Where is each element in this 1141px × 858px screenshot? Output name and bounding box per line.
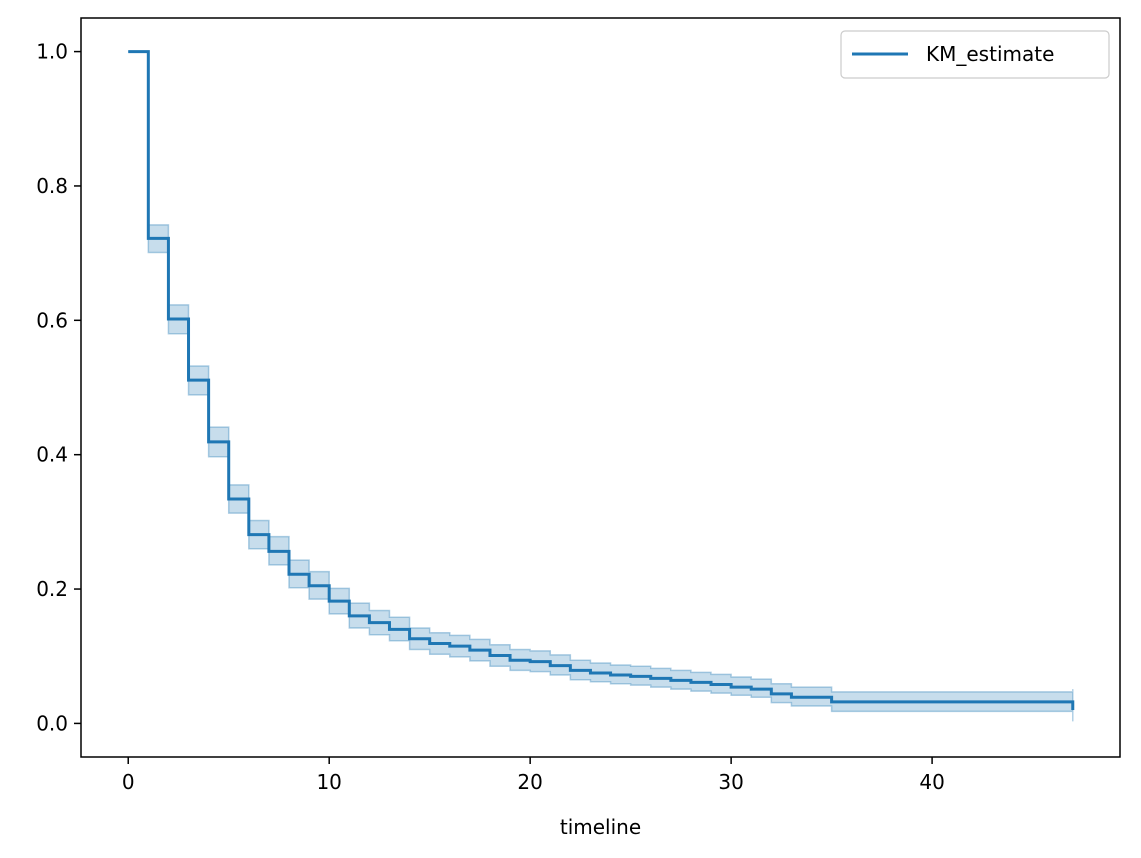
y-tick-label: 0.8 [36,174,68,198]
confidence-band [128,50,1074,722]
survival-line-layer [128,50,1075,710]
legend-label-km-estimate: KM_estimate [926,42,1054,66]
y-tick-label: 0.6 [36,308,68,332]
legend: KM_estimate [840,30,1110,79]
y-tick-label: 1.0 [36,40,68,64]
confidence-band-layer [128,50,1074,722]
y-axis-ticks: 0.0 0.2 0.4 0.6 0.8 1.0 [36,40,81,735]
x-tick-label: 30 [718,770,743,794]
survival-step-line [128,50,1075,710]
axes-frame [80,17,1121,758]
x-tick-label: 0 [122,770,135,794]
x-tick-label: 40 [919,770,944,794]
legend-box [840,30,1110,79]
y-tick-label: 0.4 [36,443,68,467]
y-tick-label: 0.0 [36,711,68,735]
x-tick-label: 20 [517,770,542,794]
x-tick-label: 10 [316,770,341,794]
y-tick-label: 0.2 [36,577,68,601]
x-axis-ticks: 0 10 20 30 40 [122,757,945,794]
x-axis-label: timeline [560,815,641,839]
